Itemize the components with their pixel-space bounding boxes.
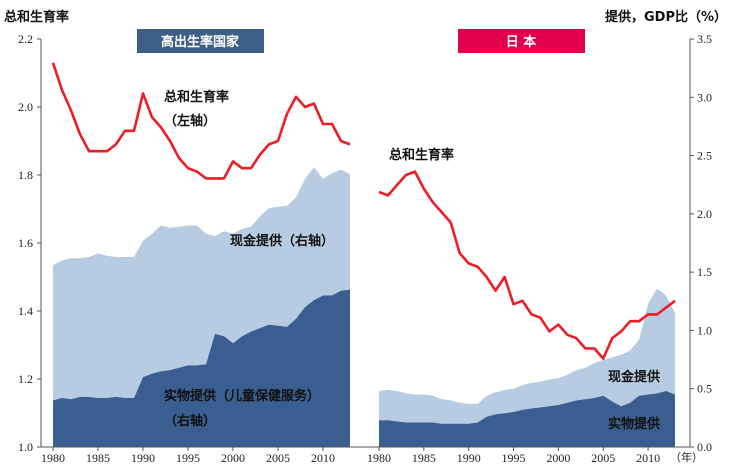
panel-1-xtick-label: 1985 [412,451,436,465]
right-fertility-label: 总和生育率 [389,147,454,163]
panel-0-inkind-area [53,289,350,447]
left-panel: 1980 1985 1990 1995 2000 2005 2010 1.0 1.2 1.4 1.6… [18,32,351,465]
panel-1-xtick-label: 1995 [502,451,526,465]
right-ytick-label: 3.0 [697,90,712,104]
left-panel-title: 高出生率国家 [161,34,240,50]
left-axis-title: 总和生育率 [4,9,69,25]
panel-0-xtick-label: 2005 [266,451,290,465]
left-fertility-label-1: 总和生育率 [164,89,229,105]
panel-0-xtick-label: 2010 [311,451,335,465]
panel-1-fertility-line [378,170,676,360]
left-ytick-label: 2.0 [18,100,33,114]
right-ytick-label: 3.5 [697,32,712,46]
panel-1-inkind-area [379,391,675,447]
panel-0-fertility-line [51,62,351,180]
right-panel-title-box [458,29,585,53]
right-ytick-label: 0.0 [697,440,712,454]
panel-0-xtick-label: 2000 [221,451,245,465]
panel-1-xtick-label: 1980 [367,451,391,465]
left-panel-title-box [137,29,264,53]
right-cash-label: 现金提供 [608,369,660,385]
panel-1-xtick-label: 2010 [636,451,660,465]
right-ytick-label: 2.0 [697,207,712,221]
year-unit-label: （年） [670,450,703,464]
left-ytick-label: 2.2 [18,32,33,46]
panel-0-xtick-label: 1985 [86,451,110,465]
panel-1-xtick-label: 2000 [546,451,570,465]
left-ytick-label: 1.0 [18,440,33,454]
panel-1-xtick-label: 2005 [591,451,615,465]
left-ytick-label: 1.2 [18,372,33,386]
panel-0-xtick-label: 1980 [41,451,65,465]
right-ytick-label: 2.5 [697,149,712,163]
left-ytick-label: 1.6 [18,236,33,250]
left-ytick-label: 1.4 [18,304,33,318]
left-inkind-label-1: 实物提供（儿童保健服务） [164,388,320,404]
panel-0-xtick-label: 1995 [176,451,200,465]
panel-0-xtick-label: 1990 [131,451,155,465]
left-ytick-label: 1.8 [18,168,33,182]
panel-1-cash-area [379,288,675,424]
right-ytick-label: 0.5 [697,382,712,396]
right-axis-title: 提供，GDP比（%） [605,9,727,25]
right-inkind-label: 实物提供 [608,416,660,432]
panel-0-cash-area [53,167,350,401]
right-panel-title: 日 本 [506,34,537,50]
left-cash-label: 现金提供（右轴） [230,233,334,249]
right-ytick-label: 1.5 [697,265,712,279]
right-panel: 1980 1985 1990 1995 2000 2005 2010 0.0 0.5 1.0 1.5… [367,32,712,465]
right-ytick-label: 1.0 [697,323,712,337]
left-inkind-label-2: （右轴） [164,413,216,429]
panel-1-xtick-label: 1990 [457,451,481,465]
left-fertility-label-2: （左轴） [164,113,216,129]
